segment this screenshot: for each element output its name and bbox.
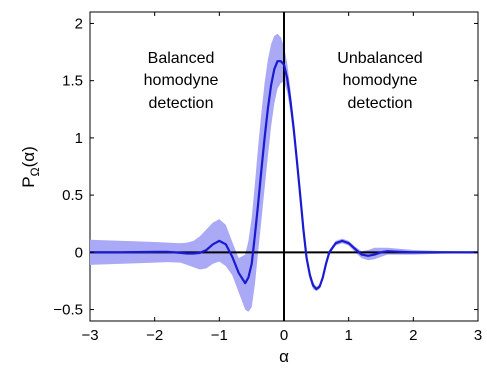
x-tick-label: −3 [81, 327, 98, 344]
y-axis-label-suffix: (α) [19, 146, 38, 167]
y-tick-label: 1 [75, 130, 83, 147]
ticks-layer: −3 −2 −1 0 1 2 3 −0.5 0 0.5 1 1.5 2 [53, 12, 482, 344]
annotation-balanced-line-3: detection [149, 95, 214, 112]
annotation-balanced-line-1: Balanced [148, 50, 215, 67]
y-tick-label: 2 [75, 15, 83, 32]
x-axis-label: α [279, 347, 289, 366]
x-tick-label: 0 [280, 327, 288, 344]
series-line-layer [90, 60, 478, 291]
annotation-unbalanced-line-2: homodyne [343, 72, 418, 89]
annotation-unbalanced-line-3: detection [348, 95, 413, 112]
series-line [90, 60, 478, 291]
x-tick-label: 1 [344, 327, 352, 344]
y-tick-label: −0.5 [53, 302, 83, 319]
x-tick-label: −1 [211, 327, 228, 344]
y-axis-label: PΩ(α) [19, 146, 42, 187]
y-axis-label-subscript: Ω [28, 167, 42, 176]
annotation-balanced-line-2: homodyne [144, 72, 219, 89]
x-tick-label: −2 [146, 327, 163, 344]
y-tick-label: 1.5 [62, 73, 83, 90]
y-tick-label: 0 [75, 244, 83, 261]
y-axis-label-main: P [19, 176, 38, 187]
annotation-balanced: Balanced homodyne detection [144, 50, 219, 112]
x-tick-label: 3 [474, 327, 482, 344]
y-tick-label: 0.5 [62, 187, 83, 204]
annotation-unbalanced-line-1: Unbalanced [337, 50, 422, 67]
annotation-unbalanced: Unbalanced homodyne detection [337, 50, 422, 112]
x-tick-label: 2 [409, 327, 417, 344]
